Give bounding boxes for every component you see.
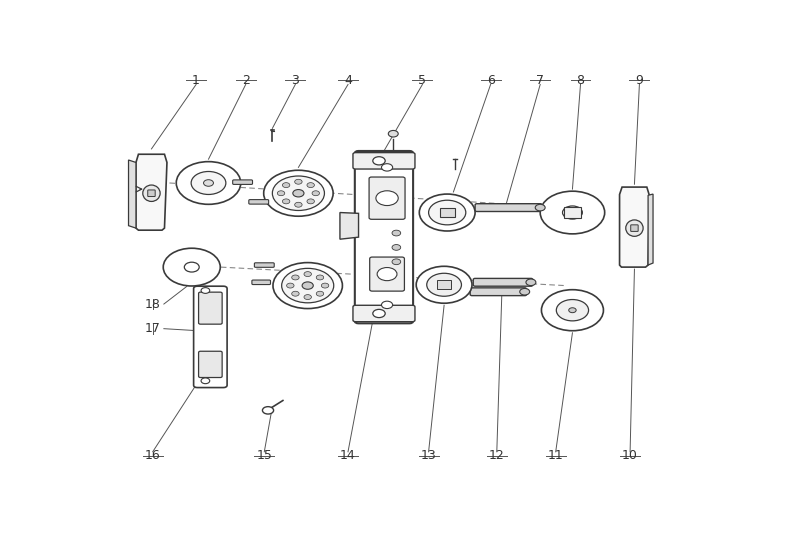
FancyBboxPatch shape bbox=[353, 305, 415, 322]
Circle shape bbox=[307, 199, 314, 204]
Circle shape bbox=[282, 183, 290, 188]
Circle shape bbox=[562, 206, 582, 219]
FancyBboxPatch shape bbox=[475, 204, 542, 212]
FancyBboxPatch shape bbox=[370, 257, 405, 291]
Circle shape bbox=[304, 295, 311, 300]
Circle shape bbox=[292, 275, 299, 280]
Circle shape bbox=[294, 179, 302, 184]
Circle shape bbox=[392, 245, 401, 251]
Circle shape bbox=[278, 191, 285, 196]
Polygon shape bbox=[129, 160, 136, 228]
Polygon shape bbox=[619, 187, 650, 267]
Circle shape bbox=[293, 190, 304, 197]
Ellipse shape bbox=[626, 220, 643, 236]
Circle shape bbox=[292, 291, 299, 296]
Circle shape bbox=[294, 202, 302, 207]
Circle shape bbox=[569, 308, 576, 313]
FancyBboxPatch shape bbox=[254, 263, 274, 268]
Circle shape bbox=[184, 262, 199, 272]
Circle shape bbox=[416, 266, 472, 303]
Text: 12: 12 bbox=[489, 449, 505, 463]
Circle shape bbox=[191, 172, 226, 195]
Text: 13: 13 bbox=[421, 449, 437, 463]
FancyBboxPatch shape bbox=[198, 292, 222, 324]
Bar bbox=[438, 280, 451, 289]
Circle shape bbox=[426, 273, 462, 296]
FancyBboxPatch shape bbox=[355, 151, 413, 324]
Text: 18: 18 bbox=[145, 297, 161, 311]
Circle shape bbox=[282, 268, 334, 303]
FancyBboxPatch shape bbox=[194, 286, 227, 387]
Circle shape bbox=[542, 290, 603, 330]
Text: 17: 17 bbox=[145, 322, 161, 335]
Circle shape bbox=[302, 282, 314, 289]
Circle shape bbox=[304, 272, 311, 277]
Circle shape bbox=[282, 199, 290, 204]
Circle shape bbox=[201, 288, 210, 293]
Circle shape bbox=[312, 191, 319, 196]
Circle shape bbox=[272, 176, 325, 211]
FancyBboxPatch shape bbox=[369, 177, 405, 219]
FancyBboxPatch shape bbox=[630, 225, 638, 231]
Circle shape bbox=[520, 288, 530, 295]
Circle shape bbox=[388, 131, 398, 137]
FancyBboxPatch shape bbox=[252, 280, 270, 285]
Polygon shape bbox=[340, 213, 358, 239]
Circle shape bbox=[392, 230, 401, 236]
Circle shape bbox=[540, 191, 605, 234]
Circle shape bbox=[376, 191, 398, 206]
FancyBboxPatch shape bbox=[198, 351, 222, 377]
Circle shape bbox=[273, 263, 342, 309]
FancyBboxPatch shape bbox=[474, 278, 533, 286]
Polygon shape bbox=[648, 194, 653, 265]
Circle shape bbox=[286, 283, 294, 288]
Circle shape bbox=[382, 164, 393, 171]
Circle shape bbox=[176, 161, 241, 204]
Bar bbox=[440, 207, 454, 217]
Circle shape bbox=[264, 170, 333, 216]
Text: 10: 10 bbox=[622, 449, 638, 463]
FancyBboxPatch shape bbox=[148, 190, 155, 197]
Text: 11: 11 bbox=[548, 449, 563, 463]
Text: 9: 9 bbox=[635, 74, 643, 87]
Circle shape bbox=[201, 378, 210, 384]
Text: 7: 7 bbox=[536, 74, 544, 87]
Text: 1: 1 bbox=[192, 74, 200, 87]
Text: 8: 8 bbox=[577, 74, 585, 87]
Circle shape bbox=[322, 283, 329, 288]
Text: 2: 2 bbox=[242, 74, 250, 87]
Circle shape bbox=[262, 407, 274, 414]
Circle shape bbox=[429, 200, 466, 225]
Circle shape bbox=[307, 183, 314, 188]
Circle shape bbox=[556, 300, 589, 321]
Text: 3: 3 bbox=[291, 74, 299, 87]
Circle shape bbox=[526, 279, 536, 286]
Circle shape bbox=[373, 309, 386, 318]
Bar bbox=[564, 207, 581, 218]
Circle shape bbox=[377, 268, 397, 281]
Circle shape bbox=[316, 291, 324, 296]
Text: 6: 6 bbox=[486, 74, 494, 87]
Circle shape bbox=[203, 180, 214, 186]
Text: 14: 14 bbox=[340, 449, 356, 463]
Circle shape bbox=[163, 248, 220, 286]
FancyBboxPatch shape bbox=[233, 180, 253, 184]
Circle shape bbox=[535, 204, 545, 211]
Circle shape bbox=[373, 157, 386, 165]
Circle shape bbox=[392, 259, 401, 265]
Circle shape bbox=[419, 194, 475, 231]
Ellipse shape bbox=[142, 185, 160, 201]
FancyBboxPatch shape bbox=[353, 152, 415, 169]
Text: 15: 15 bbox=[256, 449, 272, 463]
Text: 16: 16 bbox=[145, 449, 161, 463]
Circle shape bbox=[316, 275, 324, 280]
Circle shape bbox=[382, 301, 393, 309]
FancyBboxPatch shape bbox=[249, 199, 269, 204]
Polygon shape bbox=[136, 154, 167, 230]
Text: 4: 4 bbox=[344, 74, 352, 87]
FancyBboxPatch shape bbox=[470, 288, 526, 296]
Text: 5: 5 bbox=[418, 74, 426, 87]
